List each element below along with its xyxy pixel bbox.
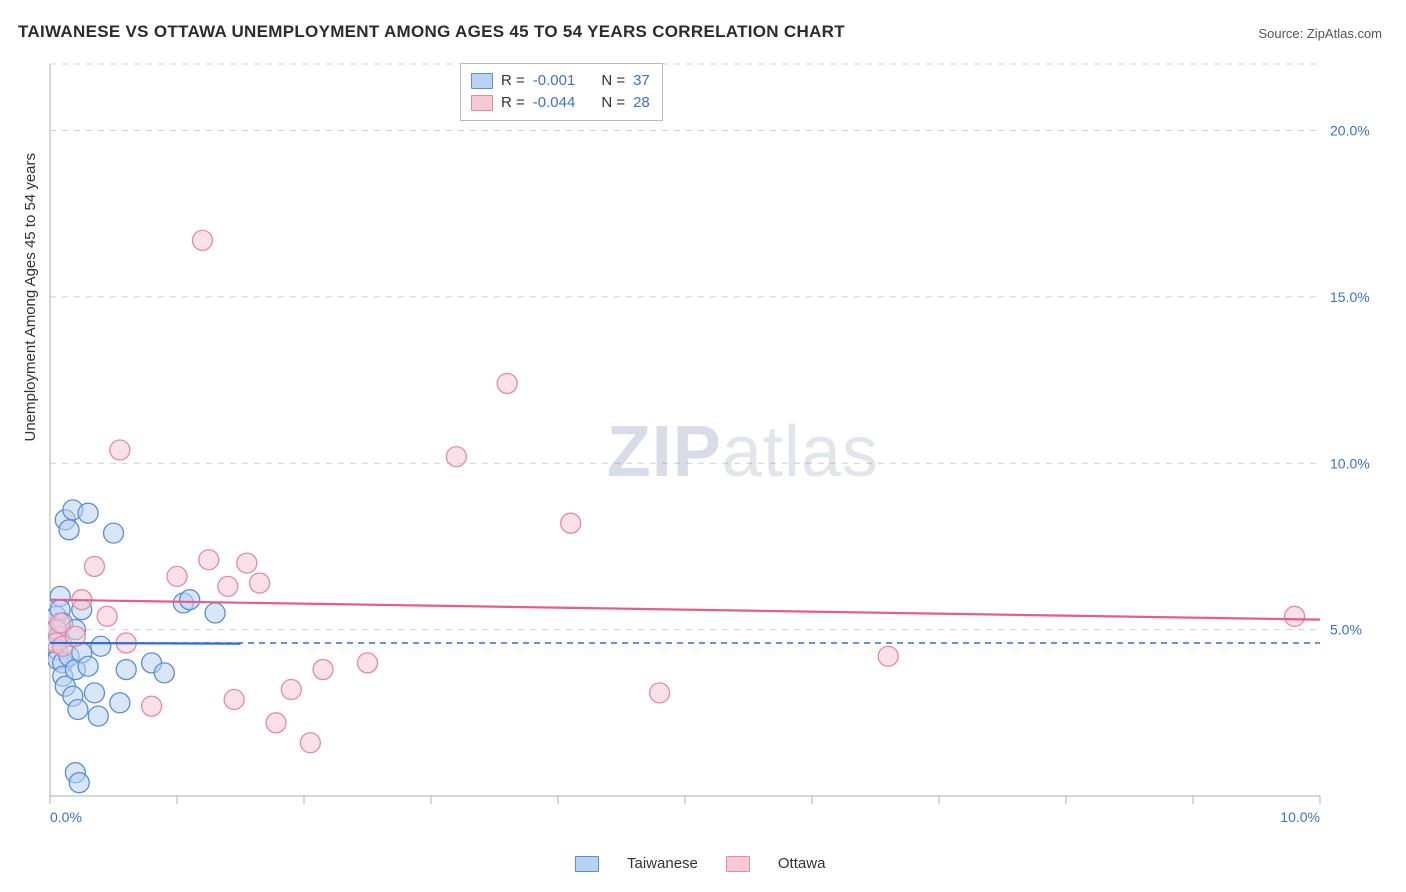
data-point [59,520,79,540]
data-point [69,773,89,793]
swatch-pink [471,95,493,111]
data-point [650,683,670,703]
svg-text:20.0%: 20.0% [1330,123,1370,139]
data-point [561,513,581,533]
svg-text:5.0%: 5.0% [1330,622,1362,638]
data-point [300,733,320,753]
swatch-pink [726,856,750,872]
data-point [142,696,162,716]
data-point [497,373,517,393]
y-axis-label: Unemployment Among Ages 45 to 54 years [22,153,39,442]
data-point [110,440,130,460]
data-point [192,230,212,250]
data-point [224,690,244,710]
data-point [91,636,111,656]
data-point [1285,606,1305,626]
stat-n-blue: 37 [633,70,650,92]
svg-text:0.0%: 0.0% [50,809,82,825]
stat-row: R = -0.044 N = 28 [471,92,650,114]
stat-r-pink: -0.044 [533,92,576,114]
stats-box: R = -0.001 N = 37 R = -0.044 N = 28 [460,63,663,121]
data-point [78,503,98,523]
data-point [218,576,238,596]
source-label: Source: ZipAtlas.com [1258,26,1382,41]
data-point [110,693,130,713]
legend-label-a: Taiwanese [627,855,698,872]
data-point [281,680,301,700]
data-point [446,447,466,467]
data-point [180,590,200,610]
data-point [88,706,108,726]
svg-text:10.0%: 10.0% [1330,455,1370,471]
data-point [266,713,286,733]
data-point [205,603,225,623]
swatch-blue [471,73,493,89]
data-point [104,523,124,543]
scatter-plot: 5.0% 10.0% 15.0% 20.0% 0.0% 10.0% [48,60,1378,890]
data-point [358,653,378,673]
stat-key: R = [501,92,525,114]
data-point [84,556,104,576]
data-point [154,663,174,683]
stat-row: R = -0.001 N = 37 [471,70,650,92]
legend-label-b: Ottawa [778,855,826,872]
data-point [313,660,333,680]
svg-text:10.0%: 10.0% [1280,809,1320,825]
data-point [116,660,136,680]
swatch-blue [575,856,599,872]
data-point [878,646,898,666]
stat-key: N = [601,92,625,114]
chart-title: TAIWANESE VS OTTAWA UNEMPLOYMENT AMONG A… [18,22,845,42]
data-point [78,656,98,676]
stat-key: N = [601,70,625,92]
data-point [237,553,257,573]
stat-n-pink: 28 [633,92,650,114]
data-point [84,683,104,703]
bottom-legend: Taiwanese Ottawa [575,855,825,872]
stat-r-blue: -0.001 [533,70,576,92]
data-point [97,606,117,626]
data-point [68,699,88,719]
stat-key: R = [501,70,525,92]
svg-text:15.0%: 15.0% [1330,289,1370,305]
data-point [250,573,270,593]
data-point [199,550,219,570]
data-point [167,566,187,586]
